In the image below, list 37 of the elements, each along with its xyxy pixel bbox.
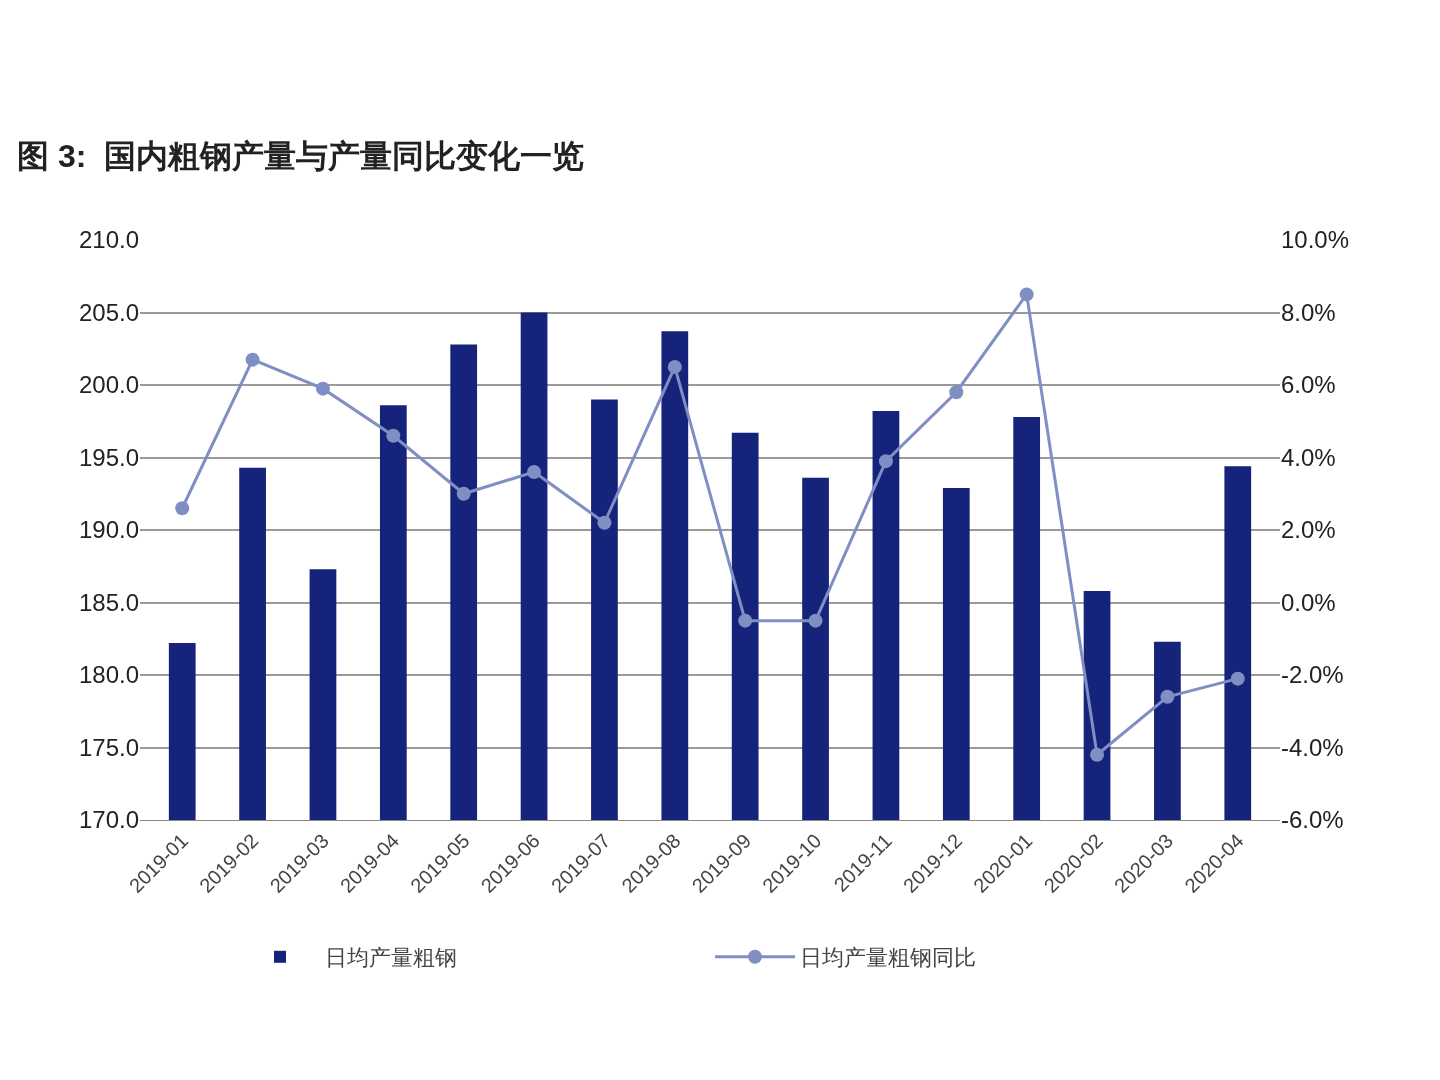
y-tick-label: 170.0 [78, 806, 139, 834]
point [667, 359, 682, 374]
legend-label: 日均产量粗钢同比 [800, 945, 976, 971]
y2-tick-label: -4.0% [1281, 733, 1344, 761]
y2-tick-label: 10.0% [1281, 226, 1350, 254]
y-tick-label: 200.0 [78, 371, 139, 399]
y2-tick-label: 8.0% [1281, 298, 1336, 326]
y-tick-label: 205.0 [78, 298, 139, 326]
point [1019, 287, 1034, 302]
y-tick-label: 175.0 [78, 733, 139, 761]
y2-tick-label: 6.0% [1281, 371, 1336, 399]
y-tick-label: 190.0 [78, 516, 139, 544]
y-tick-label: 195.0 [78, 443, 139, 471]
chart-title: 图 3: 国内粗钢产量与产量同比变化一览 [17, 138, 585, 175]
point [527, 465, 542, 479]
y-tick-label: 180.0 [78, 661, 139, 689]
point [1160, 689, 1175, 704]
point [808, 613, 823, 628]
point [1090, 747, 1105, 762]
point [175, 501, 190, 516]
y2-tick-label: -2.0% [1281, 661, 1344, 689]
point [245, 352, 260, 367]
y2-tick-label: -6.0% [1281, 806, 1344, 834]
y-tick-label: 185.0 [78, 588, 139, 616]
point [597, 515, 612, 530]
point [456, 486, 471, 501]
point [738, 613, 753, 628]
y2-tick-label: 2.0% [1281, 516, 1336, 544]
point [878, 454, 893, 469]
y2-tick-label: 4.0% [1281, 443, 1336, 471]
y-tick-label: 210.0 [78, 226, 139, 254]
point [315, 381, 330, 396]
point [1230, 671, 1245, 686]
legend-label: 日均产量粗钢 [325, 945, 457, 971]
point [949, 385, 964, 400]
point [386, 428, 401, 443]
y2-tick-label: 0.0% [1281, 588, 1336, 616]
